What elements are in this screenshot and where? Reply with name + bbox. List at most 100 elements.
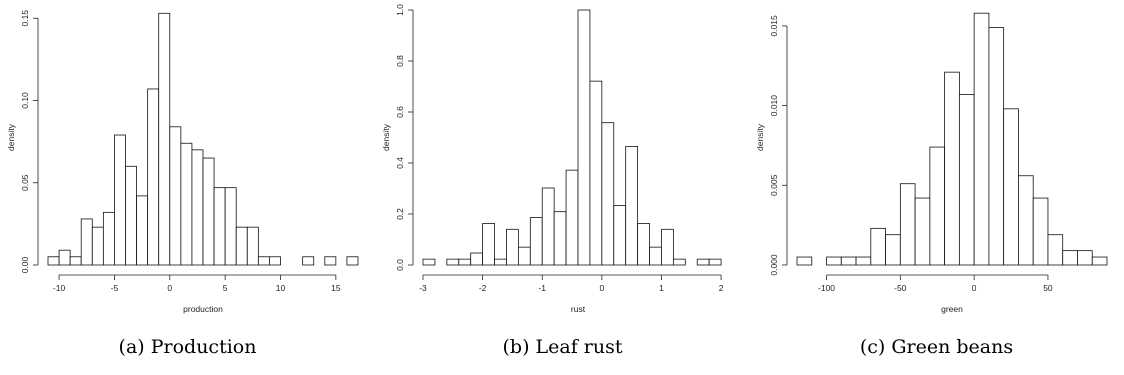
histogram-bar xyxy=(1003,108,1019,266)
histogram-bar xyxy=(1077,250,1093,266)
histogram-bar xyxy=(944,71,960,266)
histogram-bar xyxy=(885,234,901,266)
x-axis-label: rust xyxy=(571,304,586,314)
y-tick-label: 0.00 xyxy=(20,256,30,273)
histogram-bar xyxy=(708,258,722,266)
caption-rust: (b) Leaf rust xyxy=(502,336,623,358)
y-tick-label: 0.10 xyxy=(20,92,30,109)
x-axis-label: green xyxy=(941,304,963,314)
y-tick-label: 0.015 xyxy=(769,15,779,37)
histogram-bar xyxy=(158,12,171,266)
histogram-bar xyxy=(517,246,531,266)
x-tick-label: -100 xyxy=(818,283,835,293)
histogram-bar xyxy=(58,249,71,266)
histogram-bar xyxy=(637,223,650,266)
histogram-bar xyxy=(47,256,60,266)
histogram-bar xyxy=(69,256,82,266)
histogram-rust-panel: -3 -2 -1 0 1 2 rust 0.0 0.2 0.4 0.6 0.8 1.0 density (… xyxy=(375,0,750,375)
histogram-bar xyxy=(529,217,543,266)
histogram-bar xyxy=(601,122,615,266)
histogram-bar xyxy=(589,80,603,266)
histogram-rust: -3 -2 -1 0 1 2 rust 0.0 0.2 0.4 0.6 0.8 1.0 density xyxy=(381,4,724,314)
y-axis-label: density xyxy=(755,123,765,151)
y-tick-label: 0.8 xyxy=(395,55,405,67)
caption-green: (c) Green beans xyxy=(859,336,1014,358)
y-tick-label: 0.2 xyxy=(395,208,405,220)
histogram-bar xyxy=(494,258,507,266)
y-tick-label: 1.0 xyxy=(395,4,405,16)
histogram-bar xyxy=(302,256,315,266)
histogram-bar xyxy=(625,146,639,266)
histogram-bar xyxy=(235,226,248,266)
y-tick-label: 0.000 xyxy=(769,254,779,276)
x-tick-label: 5 xyxy=(223,283,228,293)
histogram-bar xyxy=(269,256,281,266)
histogram-bar xyxy=(213,187,226,266)
histogram-bar xyxy=(180,142,193,266)
histogram-bar xyxy=(649,246,662,266)
x-tick-label: 10 xyxy=(276,283,286,293)
x-axis-label: production xyxy=(183,304,223,314)
histogram-production-panel: -10 -5 0 5 10 15 production 0.00 0.05 0.10 0.15 den… xyxy=(0,0,375,375)
histogram-bar xyxy=(826,256,842,266)
x-tick-label: 0 xyxy=(599,283,604,293)
histogram-bar xyxy=(958,94,975,266)
histogram-bar xyxy=(1062,250,1078,266)
histogram-bar xyxy=(914,197,931,266)
histogram-bar xyxy=(1047,234,1064,266)
histogram-bar xyxy=(899,183,916,266)
x-tick-label: -2 xyxy=(479,283,487,293)
histogram-bar xyxy=(553,211,567,266)
caption-production: (a) Production xyxy=(118,336,257,358)
histogram-bar xyxy=(506,228,519,266)
histogram-bar xyxy=(257,256,270,266)
histogram-bar xyxy=(565,169,579,266)
histogram-bar xyxy=(696,258,710,266)
histogram-bar xyxy=(470,252,484,266)
histogram-bar xyxy=(870,227,886,266)
x-tick-label: -3 xyxy=(419,283,427,293)
histogram-bar xyxy=(91,226,104,266)
histogram-green-panel: -100 -50 0 50 green 0.000 0.005 0.010 0.015 densi… xyxy=(749,0,1124,375)
histogram-bar xyxy=(988,27,1005,266)
histogram-bar xyxy=(136,195,149,266)
histogram-bar xyxy=(102,211,115,266)
y-tick-label: 0.15 xyxy=(20,10,30,27)
x-tick-label: 1 xyxy=(659,283,664,293)
x-tick-label: 50 xyxy=(1043,283,1053,293)
histogram-bar xyxy=(446,258,460,266)
histogram-bar xyxy=(577,9,591,266)
x-tick-label: 2 xyxy=(719,283,724,293)
histogram-bar xyxy=(80,218,93,266)
y-axis-label: density xyxy=(381,123,391,151)
histogram-bar xyxy=(929,146,946,266)
histogram-bar xyxy=(422,258,436,266)
x-tick-label: 15 xyxy=(331,283,341,293)
histogram-bar xyxy=(796,256,813,266)
histogram-bar xyxy=(191,149,204,266)
histogram-bar xyxy=(541,187,555,266)
y-tick-label: 0.0 xyxy=(395,259,405,271)
histogram-bar xyxy=(482,223,495,266)
histogram-bar xyxy=(973,12,990,266)
histogram-bar xyxy=(661,228,674,266)
histogram-bar xyxy=(169,126,182,266)
x-tick-label: -10 xyxy=(53,283,66,293)
y-tick-label: 0.05 xyxy=(20,174,30,191)
x-tick-label: -50 xyxy=(894,283,907,293)
histogram-bar xyxy=(246,226,259,266)
histogram-bar xyxy=(672,258,686,266)
y-axis-label: density xyxy=(6,123,16,151)
y-tick-label: 0.4 xyxy=(395,157,405,169)
y-tick-label: 0.010 xyxy=(769,95,779,117)
histogram-bar xyxy=(1018,175,1034,266)
histogram-bar xyxy=(613,205,627,266)
histogram-bar xyxy=(855,256,872,266)
histogram-bar xyxy=(1032,197,1049,266)
histogram-bar xyxy=(1091,256,1108,266)
histogram-green: -100 -50 0 50 green 0.000 0.005 0.010 0.015 densi… xyxy=(755,12,1108,314)
x-tick-label: 0 xyxy=(972,283,977,293)
histogram-bar xyxy=(840,256,857,266)
histogram-bar xyxy=(147,88,160,266)
histogram-bar xyxy=(224,187,237,266)
